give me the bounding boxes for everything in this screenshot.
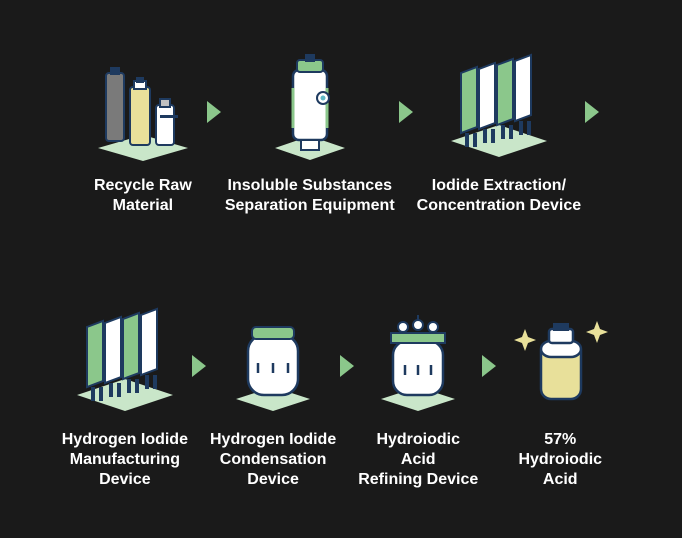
step-final-product: 57% Hydroiodic Acid [500,302,620,490]
step-label: Hydrogen Iodide Manufacturing Device [62,430,188,490]
product-icon [500,302,620,422]
flow-arrow-icon [207,101,221,123]
step-hi-condensation: Hydrogen Iodide Condensation Device [210,302,336,490]
condenser-icon [213,302,333,422]
step-recycle-raw-material: Recycle Raw Material [83,48,203,236]
plates-icon [65,302,185,422]
step-hi-refining: Hydroiodic Acid Refining Device [358,302,478,490]
flow-arrow-icon [482,355,496,377]
step-insoluble-separation: Insoluble Substances Separation Equipmen… [225,48,395,236]
step-label: 57% Hydroiodic Acid [518,430,602,490]
flow-arrow-icon [340,355,354,377]
refiner-icon [358,302,478,422]
flow-row-2: Hydrogen Iodide Manufacturing Device [5,302,677,490]
flow-arrow-icon [585,101,599,123]
separator-icon [250,48,370,168]
flow-row-1: Recycle Raw Material [5,48,677,236]
step-hi-manufacturing: Hydrogen Iodide Manufacturing Device [62,302,188,490]
flow-arrow-icon [192,355,206,377]
step-label: Hydrogen Iodide Condensation Device [210,430,336,490]
step-label: Hydroiodic Acid Refining Device [358,430,478,490]
flow-arrow-icon [399,101,413,123]
step-label: Iodide Extraction/ Concentration Device [417,176,581,236]
step-iodide-extraction: Iodide Extraction/ Concentration Device [417,48,581,236]
step-label: Recycle Raw Material [94,176,192,236]
step-label: Insoluble Substances Separation Equipmen… [225,176,395,236]
process-flow-diagram: Recycle Raw Material [0,0,682,538]
bottles-icon [83,48,203,168]
plates-icon [439,48,559,168]
